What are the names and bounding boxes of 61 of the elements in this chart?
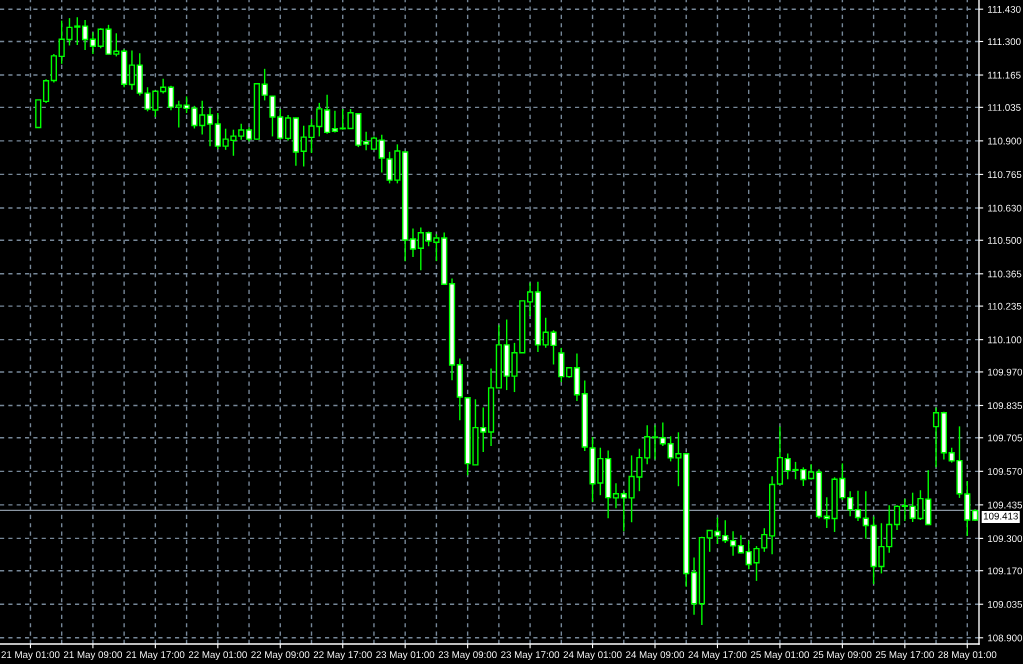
y-tick-label: 110.630 bbox=[988, 204, 1022, 212]
y-tick-label: 110.235 bbox=[988, 302, 1022, 310]
y-tick-label: 109.835 bbox=[988, 402, 1023, 410]
candlestick bbox=[847, 490, 854, 517]
x-tick-label: 22 May 09:00 bbox=[251, 651, 310, 661]
candlestick bbox=[737, 534, 745, 555]
x-tick-label: 24 May 09:00 bbox=[626, 651, 685, 661]
candlestick bbox=[729, 530, 737, 557]
y-tick-label: 110.500 bbox=[988, 236, 1022, 244]
y-tick-label: 109.570 bbox=[988, 468, 1023, 475]
y-tick-label: 110.365 bbox=[988, 270, 1022, 278]
candlestick bbox=[651, 424, 659, 461]
candlestick bbox=[284, 114, 292, 142]
y-tick-label: 111.035 bbox=[988, 104, 1021, 111]
y-tick-label: 111.165 bbox=[988, 71, 1021, 79]
x-tick-label: 22 May 17:00 bbox=[313, 651, 372, 661]
candlestick bbox=[893, 504, 901, 531]
y-tick-label: 109.705 bbox=[988, 434, 1023, 442]
candlestick bbox=[160, 78, 167, 95]
y-tick-label: 109.435 bbox=[988, 501, 1023, 509]
candlestick bbox=[612, 482, 620, 510]
candlestick bbox=[167, 85, 175, 112]
candlestick bbox=[558, 347, 565, 383]
y-tick-label: 109.035 bbox=[988, 600, 1023, 608]
x-tick-label: 28 May 01:00 bbox=[938, 651, 997, 661]
y-tick-label: 109.300 bbox=[988, 535, 1023, 543]
candlestick bbox=[214, 112, 221, 150]
x-tick-label: 25 May 17:00 bbox=[875, 651, 934, 661]
ref-line-label: 109.413 bbox=[983, 512, 1018, 520]
candlestick bbox=[206, 107, 214, 148]
x-tick-label: 24 May 17:00 bbox=[688, 651, 747, 661]
x-tick-label: 23 May 09:00 bbox=[438, 651, 497, 661]
y-tick-label: 108.900 bbox=[988, 634, 1023, 642]
x-tick-label: 23 May 01:00 bbox=[376, 651, 435, 661]
x-tick-label: 22 May 01:00 bbox=[188, 651, 247, 661]
y-tick-label: 109.170 bbox=[988, 567, 1023, 575]
y-tick-label: 110.765 bbox=[988, 171, 1022, 179]
candlestick bbox=[659, 421, 666, 447]
x-tick-label: 21 May 17:00 bbox=[126, 651, 185, 661]
x-tick-label: 23 May 17:00 bbox=[501, 651, 560, 661]
y-tick-label: 110.100 bbox=[988, 336, 1022, 344]
candlestick bbox=[42, 78, 50, 104]
y-tick-label: 111.300 bbox=[988, 38, 1021, 46]
candlestick bbox=[526, 282, 534, 317]
candlestick bbox=[854, 490, 862, 522]
candlestick bbox=[363, 130, 370, 152]
candlestick bbox=[323, 93, 331, 135]
candlestick bbox=[128, 49, 136, 91]
x-tick-label: 21 May 09:00 bbox=[63, 651, 122, 661]
candlestick bbox=[901, 497, 908, 522]
candlestick bbox=[81, 19, 89, 51]
x-tick-label: 24 May 01:00 bbox=[563, 651, 622, 661]
x-tick-label: 25 May 01:00 bbox=[750, 651, 809, 661]
y-tick-label: 109.970 bbox=[988, 368, 1023, 376]
y-tick-label: 110.900 bbox=[988, 137, 1022, 145]
x-tick-label: 25 May 09:00 bbox=[813, 651, 872, 661]
x-tick-label: 21 May 01:00 bbox=[1, 651, 60, 661]
candlestick bbox=[409, 227, 417, 258]
y-tick-label: 111.430 bbox=[988, 5, 1021, 13]
candlestick bbox=[932, 406, 940, 469]
candlestick bbox=[89, 31, 97, 55]
